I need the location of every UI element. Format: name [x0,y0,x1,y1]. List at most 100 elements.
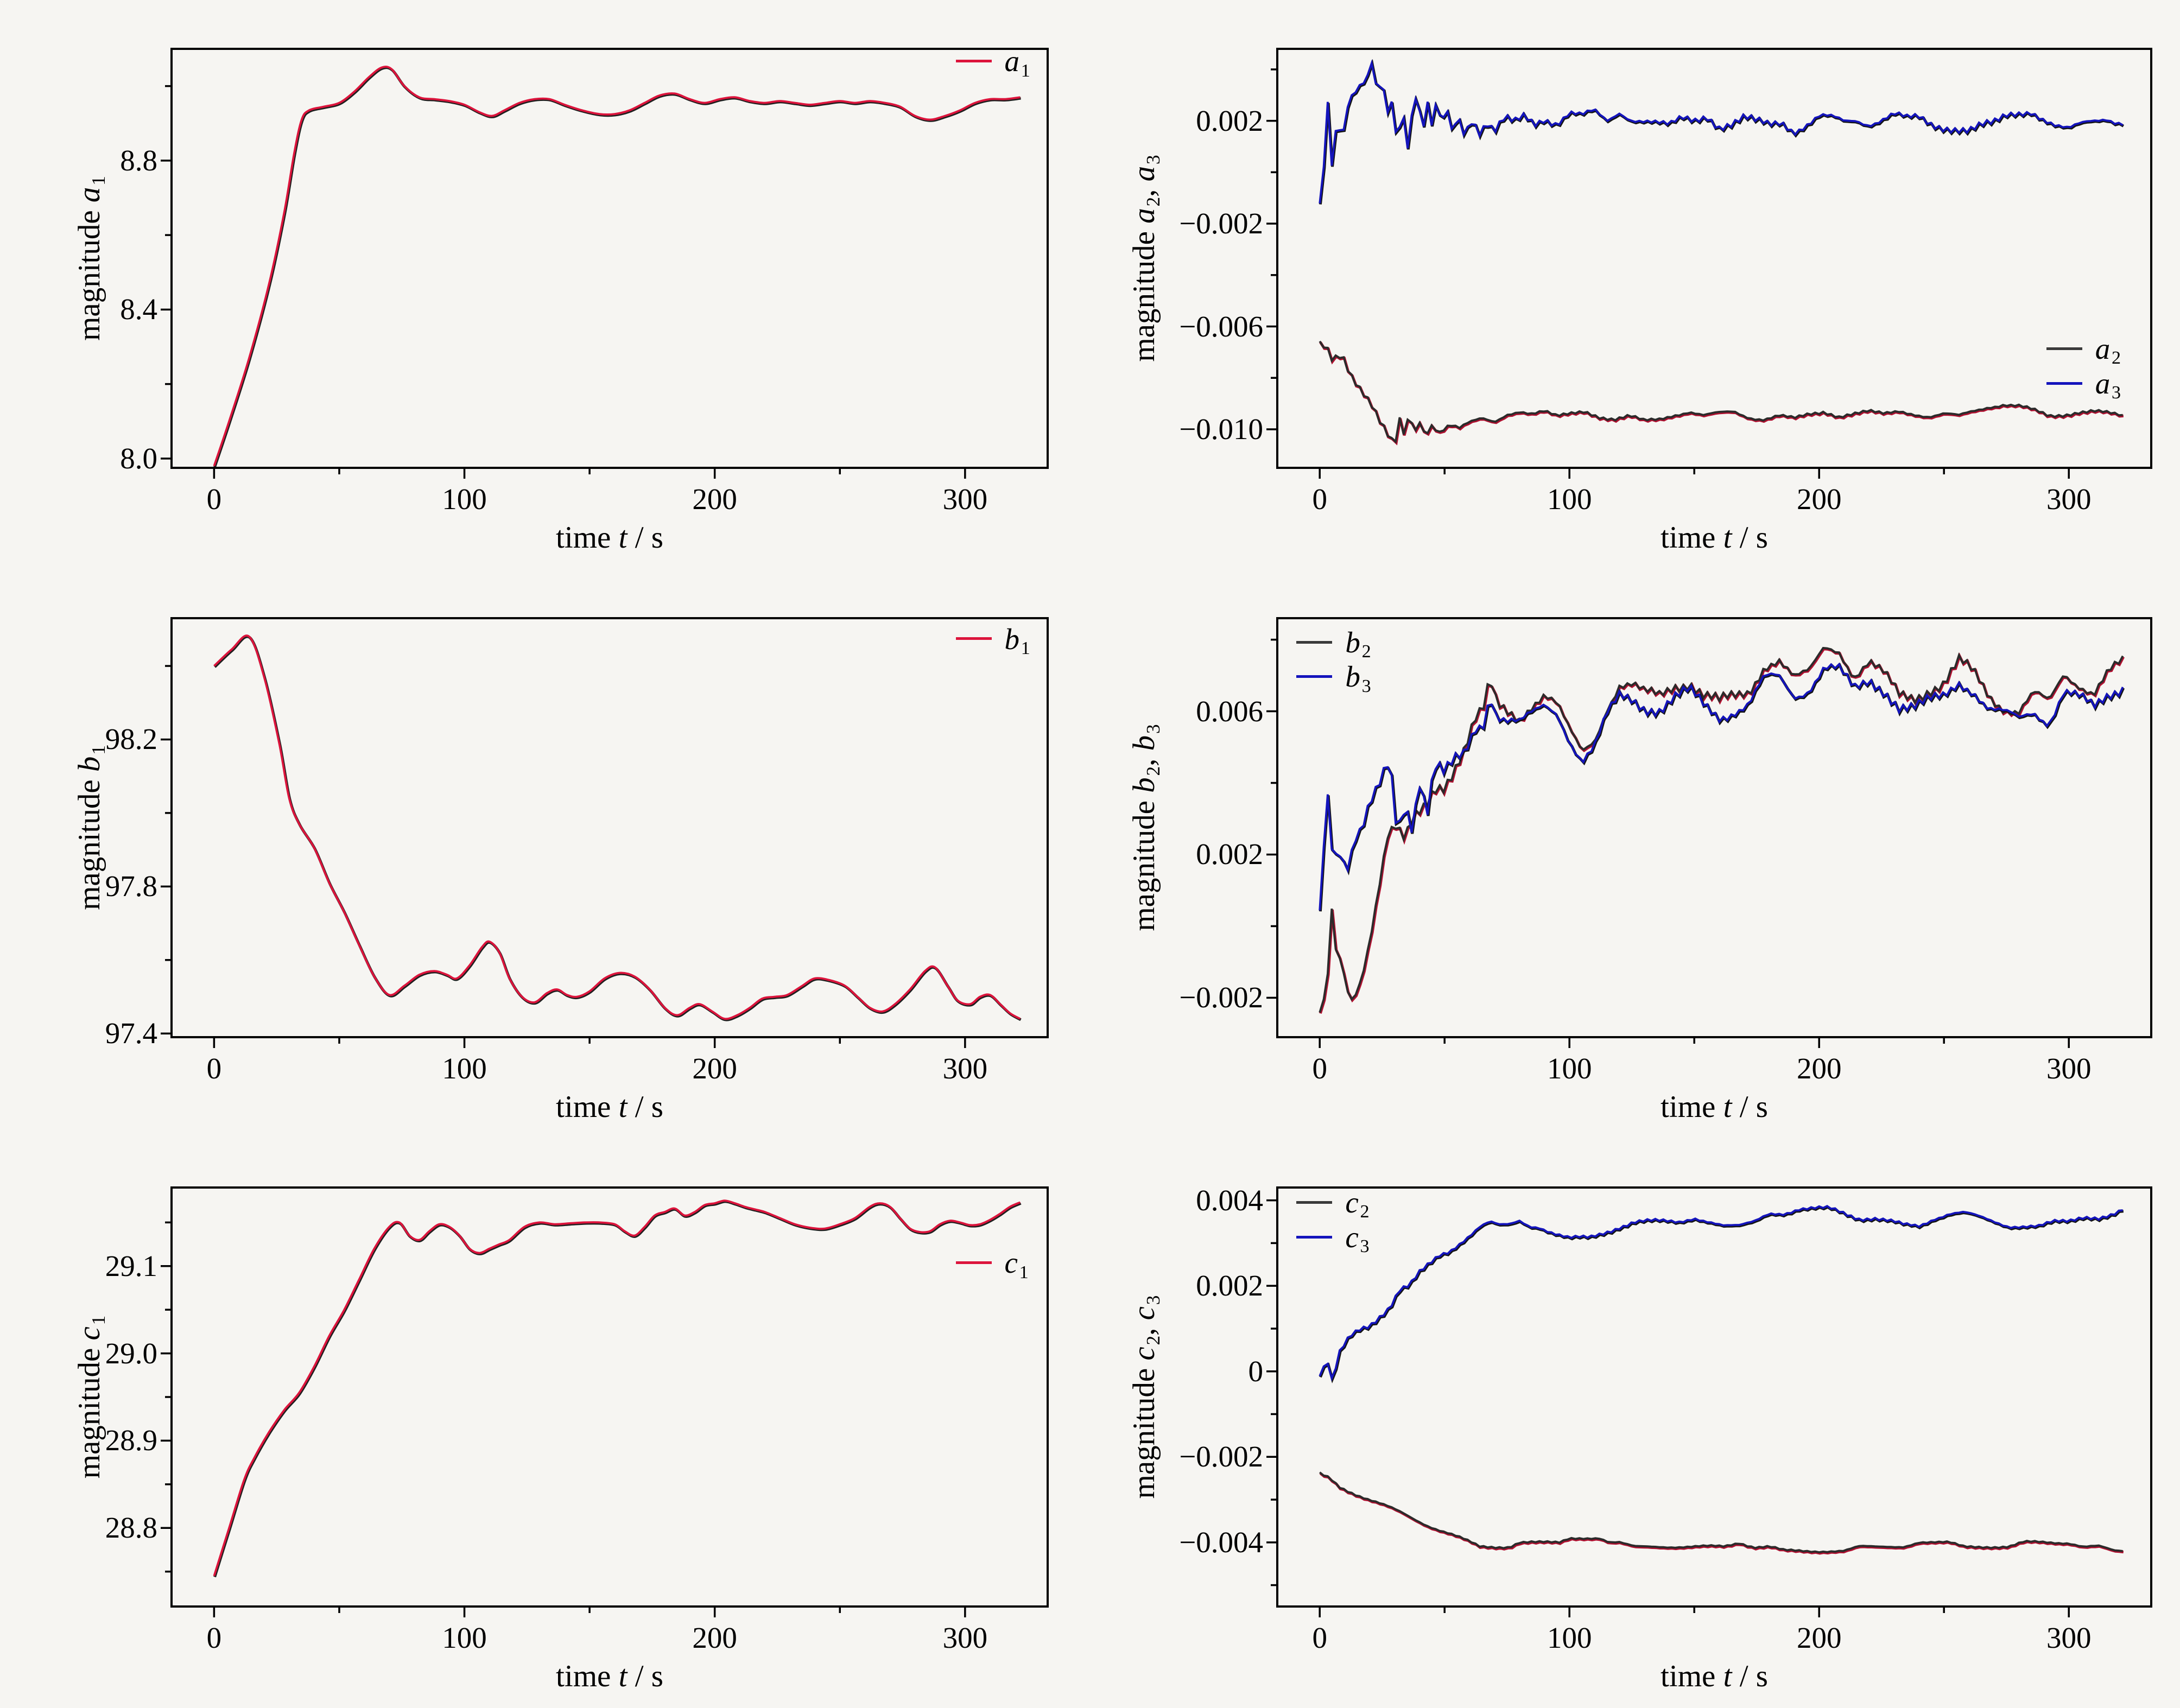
chart-canvas-a1 [161,48,1049,479]
series-c2-line [1319,1471,2123,1554]
legend-entry-c1: c1 [955,1245,1029,1291]
series-b2-underlay [1319,647,2125,1014]
x-axis-label: time t / s [556,1659,663,1693]
axes-frame [170,1186,1049,1608]
axes-frame [1276,48,2152,469]
x-tick-label: 100 [442,1621,487,1654]
series-a3-line [1319,59,2124,204]
y-axis-label: magnitude a1 [72,176,109,341]
legend-label: c2 [1345,1185,1370,1222]
x-tick-label: 100 [1547,482,1592,516]
legend-line-swatch [2046,382,2082,385]
legend-entry-b3: b3 [1296,659,1371,704]
y-tick-label: 0.002 [1196,837,1263,871]
axes-frame [170,48,1049,469]
legend-label: b1 [1004,622,1030,659]
axis-ticks [161,665,966,1048]
legend-entry-c2: c2 [1296,1185,1370,1230]
y-tick-label: 0.004 [1196,1183,1263,1217]
y-tick-label: 0.006 [1196,694,1263,728]
legend-label: c1 [1004,1246,1029,1282]
series-c1-line [213,1199,1021,1577]
y-tick-label: −0.002 [1179,1440,1263,1474]
x-tick-label: 0 [1312,1052,1327,1085]
axes-frame [170,617,1049,1038]
legend-entry-a2: a2 [2046,331,2121,377]
series-a2-underlay [1319,341,2124,446]
axes-frame [1276,617,2152,1038]
chart-canvas-b1 [161,617,1049,1048]
legend-entry-c3: c3 [1296,1220,1370,1265]
panel-c1: 28.8 28.9 29.0 29.1 0 100 200 300 time t / s magn… [0,1139,1090,1708]
y-axis-label: magnitude c2, c3 [1127,1295,1164,1499]
series-b1-underlay [213,635,1022,1021]
x-tick-label: 0 [206,1052,222,1085]
x-tick-label: 200 [1796,1621,1842,1654]
legend-line-swatch [1296,1235,1333,1239]
legend-label: a3 [2095,366,2121,403]
y-tick-label: −0.002 [1179,981,1263,1014]
legend-entry-b2: b2 [1296,625,1371,670]
chart-canvas-c1 [161,1186,1049,1617]
x-tick-label: 100 [1547,1052,1592,1085]
legend-line-swatch [955,637,992,640]
legend-label: a1 [1004,45,1030,81]
y-tick-label: 28.8 [105,1511,157,1545]
x-tick-label: 300 [942,1621,988,1654]
y-tick-label: 97.8 [105,869,157,903]
x-tick-label: 0 [1312,482,1327,516]
legend-entry-a3: a3 [2046,366,2121,411]
y-tick-label: 97.4 [105,1017,157,1050]
axes-frame [1276,1186,2152,1608]
x-axis-label: time t / s [1661,520,1768,555]
x-tick-label: 0 [1312,1621,1327,1654]
legend-line-swatch [955,60,992,63]
y-tick-label: 8.4 [120,293,157,326]
panel-a1: 8.0 8.4 8.8 0 100 200 300 time t / s magnitude a… [0,0,1090,569]
legend-line-swatch [955,1261,992,1264]
y-tick-label: 8.0 [120,441,157,475]
panel-c2-c3: 0.004 0.002 0 −0.002 −0.004 0 100 200 300 time t … [1090,1139,2180,1708]
chart-canvas-b23 [1266,617,2152,1048]
y-axis-label: magnitude b2, b3 [1127,724,1164,931]
y-axis-label: magnitude a2, a3 [1127,155,1164,362]
y-tick-label: 28.9 [105,1424,157,1457]
panel-a2-a3: 0.002 −0.002 −0.006 −0.010 0 100 200 300 time t … [1090,0,2180,569]
legend-label: c3 [1345,1220,1370,1257]
y-tick-label: −0.002 [1179,207,1263,240]
chart-canvas-a23 [1266,48,2152,479]
x-tick-label: 300 [2046,1621,2092,1654]
series-c1-underlay [213,1200,1022,1578]
y-tick-label: −0.010 [1179,412,1263,446]
y-tick-label: 29.0 [105,1336,157,1370]
y-tick-label: 98.2 [105,722,157,756]
x-axis-label: time t / s [1661,1659,1768,1693]
axis-ticks [161,1221,966,1617]
x-tick-label: 200 [692,1052,737,1085]
series-a3-underlay [1319,59,2125,205]
x-tick-label: 100 [442,482,487,516]
y-axis-label: magnitude b1 [72,745,109,910]
panel-b1: 97.4 97.8 98.2 0 100 200 300 time t / s magnitud… [0,569,1090,1139]
series-a1-line [213,65,1021,467]
axis-ticks [161,85,966,479]
x-axis-label: time t / s [556,1090,663,1124]
y-tick-label: 29.1 [105,1249,157,1282]
y-tick-label: 0 [1248,1354,1264,1388]
series-c2-underlay [1319,1472,2124,1555]
legend-entry-b1: b1 [955,621,1030,667]
legend-line-swatch [1296,675,1333,678]
axis-ticks [1266,1199,2070,1617]
y-axis-label: magnitude c1 [72,1315,109,1479]
x-tick-label: 100 [1547,1621,1592,1654]
x-axis-label: time t / s [1661,1090,1768,1124]
chart-canvas-c23 [1266,1186,2152,1617]
series-c3-underlay [1319,1205,2124,1383]
x-tick-label: 300 [2046,482,2092,516]
y-tick-label: −0.006 [1179,309,1263,343]
x-tick-label: 200 [692,1621,737,1654]
x-tick-label: 200 [692,482,737,516]
y-tick-label: 0.002 [1196,104,1263,137]
x-tick-label: 200 [1796,482,1842,516]
